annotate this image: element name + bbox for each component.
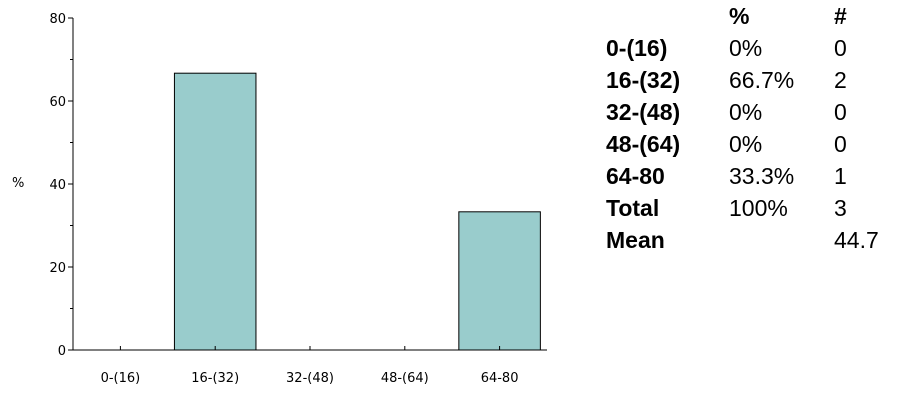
histogram-chart: 0 20 40 60 80 0-(16) 16-(32) 32-(48) 48-(64) 64-… — [12, 12, 547, 386]
x-tick-label: 32-(48) — [286, 371, 334, 386]
table-row: 32-(48) 0% 0 — [606, 96, 894, 128]
row-count: 0 — [834, 131, 847, 157]
x-tick-label: 48-(64) — [381, 371, 429, 386]
x-tick-label: 64-80 — [481, 371, 519, 386]
table-row: 16-(32) 66.7% 2 — [606, 64, 894, 96]
table-row-total: Total 100% 3 — [606, 192, 894, 224]
y-tick-label: 80 — [49, 12, 66, 27]
row-percent: 66.7% — [729, 67, 795, 93]
table-header-label — [606, 0, 729, 32]
y-tick-label: 40 — [49, 178, 66, 193]
row-count: 44.7 — [834, 227, 879, 253]
table-row: 64-80 33.3% 1 — [606, 160, 894, 192]
row-label: Total — [606, 195, 660, 221]
y-tick-label: 60 — [49, 95, 66, 110]
x-tick-label: 16-(32) — [191, 371, 239, 386]
y-tick-label: 20 — [49, 261, 66, 276]
y-axis-title: % — [12, 176, 24, 191]
bar — [458, 211, 541, 351]
y-ticks-group: 0 20 40 60 80 — [49, 12, 73, 359]
row-percent: 0% — [729, 99, 763, 125]
x-tick-label: 0-(16) — [101, 371, 141, 386]
y-tick-label: 0 — [58, 344, 66, 359]
table-header-row: % # — [606, 0, 894, 32]
table-row: 48-(64) 0% 0 — [606, 128, 894, 160]
row-count: 2 — [834, 67, 847, 93]
row-label: Mean — [606, 227, 665, 253]
table-header-count: # — [834, 3, 847, 29]
row-count: 0 — [834, 35, 847, 61]
row-label: 48-(64) — [606, 131, 681, 157]
table-header-percent: % — [729, 3, 750, 29]
row-label: 0-(16) — [606, 35, 668, 61]
row-count: 1 — [834, 163, 847, 189]
row-percent: 100% — [729, 195, 788, 221]
stats-table: % # 0-(16) 0% 0 16-(32) 66.7% 2 32-(48) … — [606, 0, 894, 256]
row-count: 0 — [834, 99, 847, 125]
bar — [173, 72, 257, 351]
table-row: 0-(16) 0% 0 — [606, 32, 894, 64]
row-percent — [729, 224, 834, 256]
row-label: 64-80 — [606, 163, 665, 189]
row-percent: 0% — [729, 35, 763, 61]
row-percent: 33.3% — [729, 163, 795, 189]
row-label: 16-(32) — [606, 67, 681, 93]
row-percent: 0% — [729, 131, 763, 157]
x-ticks-group: 0-(16) 16-(32) 32-(48) 48-(64) 64-80 — [101, 346, 519, 386]
row-label: 32-(48) — [606, 99, 681, 125]
table-row-mean: Mean 44.7 — [606, 224, 894, 256]
bars-group — [173, 72, 541, 351]
row-count: 3 — [834, 195, 847, 221]
